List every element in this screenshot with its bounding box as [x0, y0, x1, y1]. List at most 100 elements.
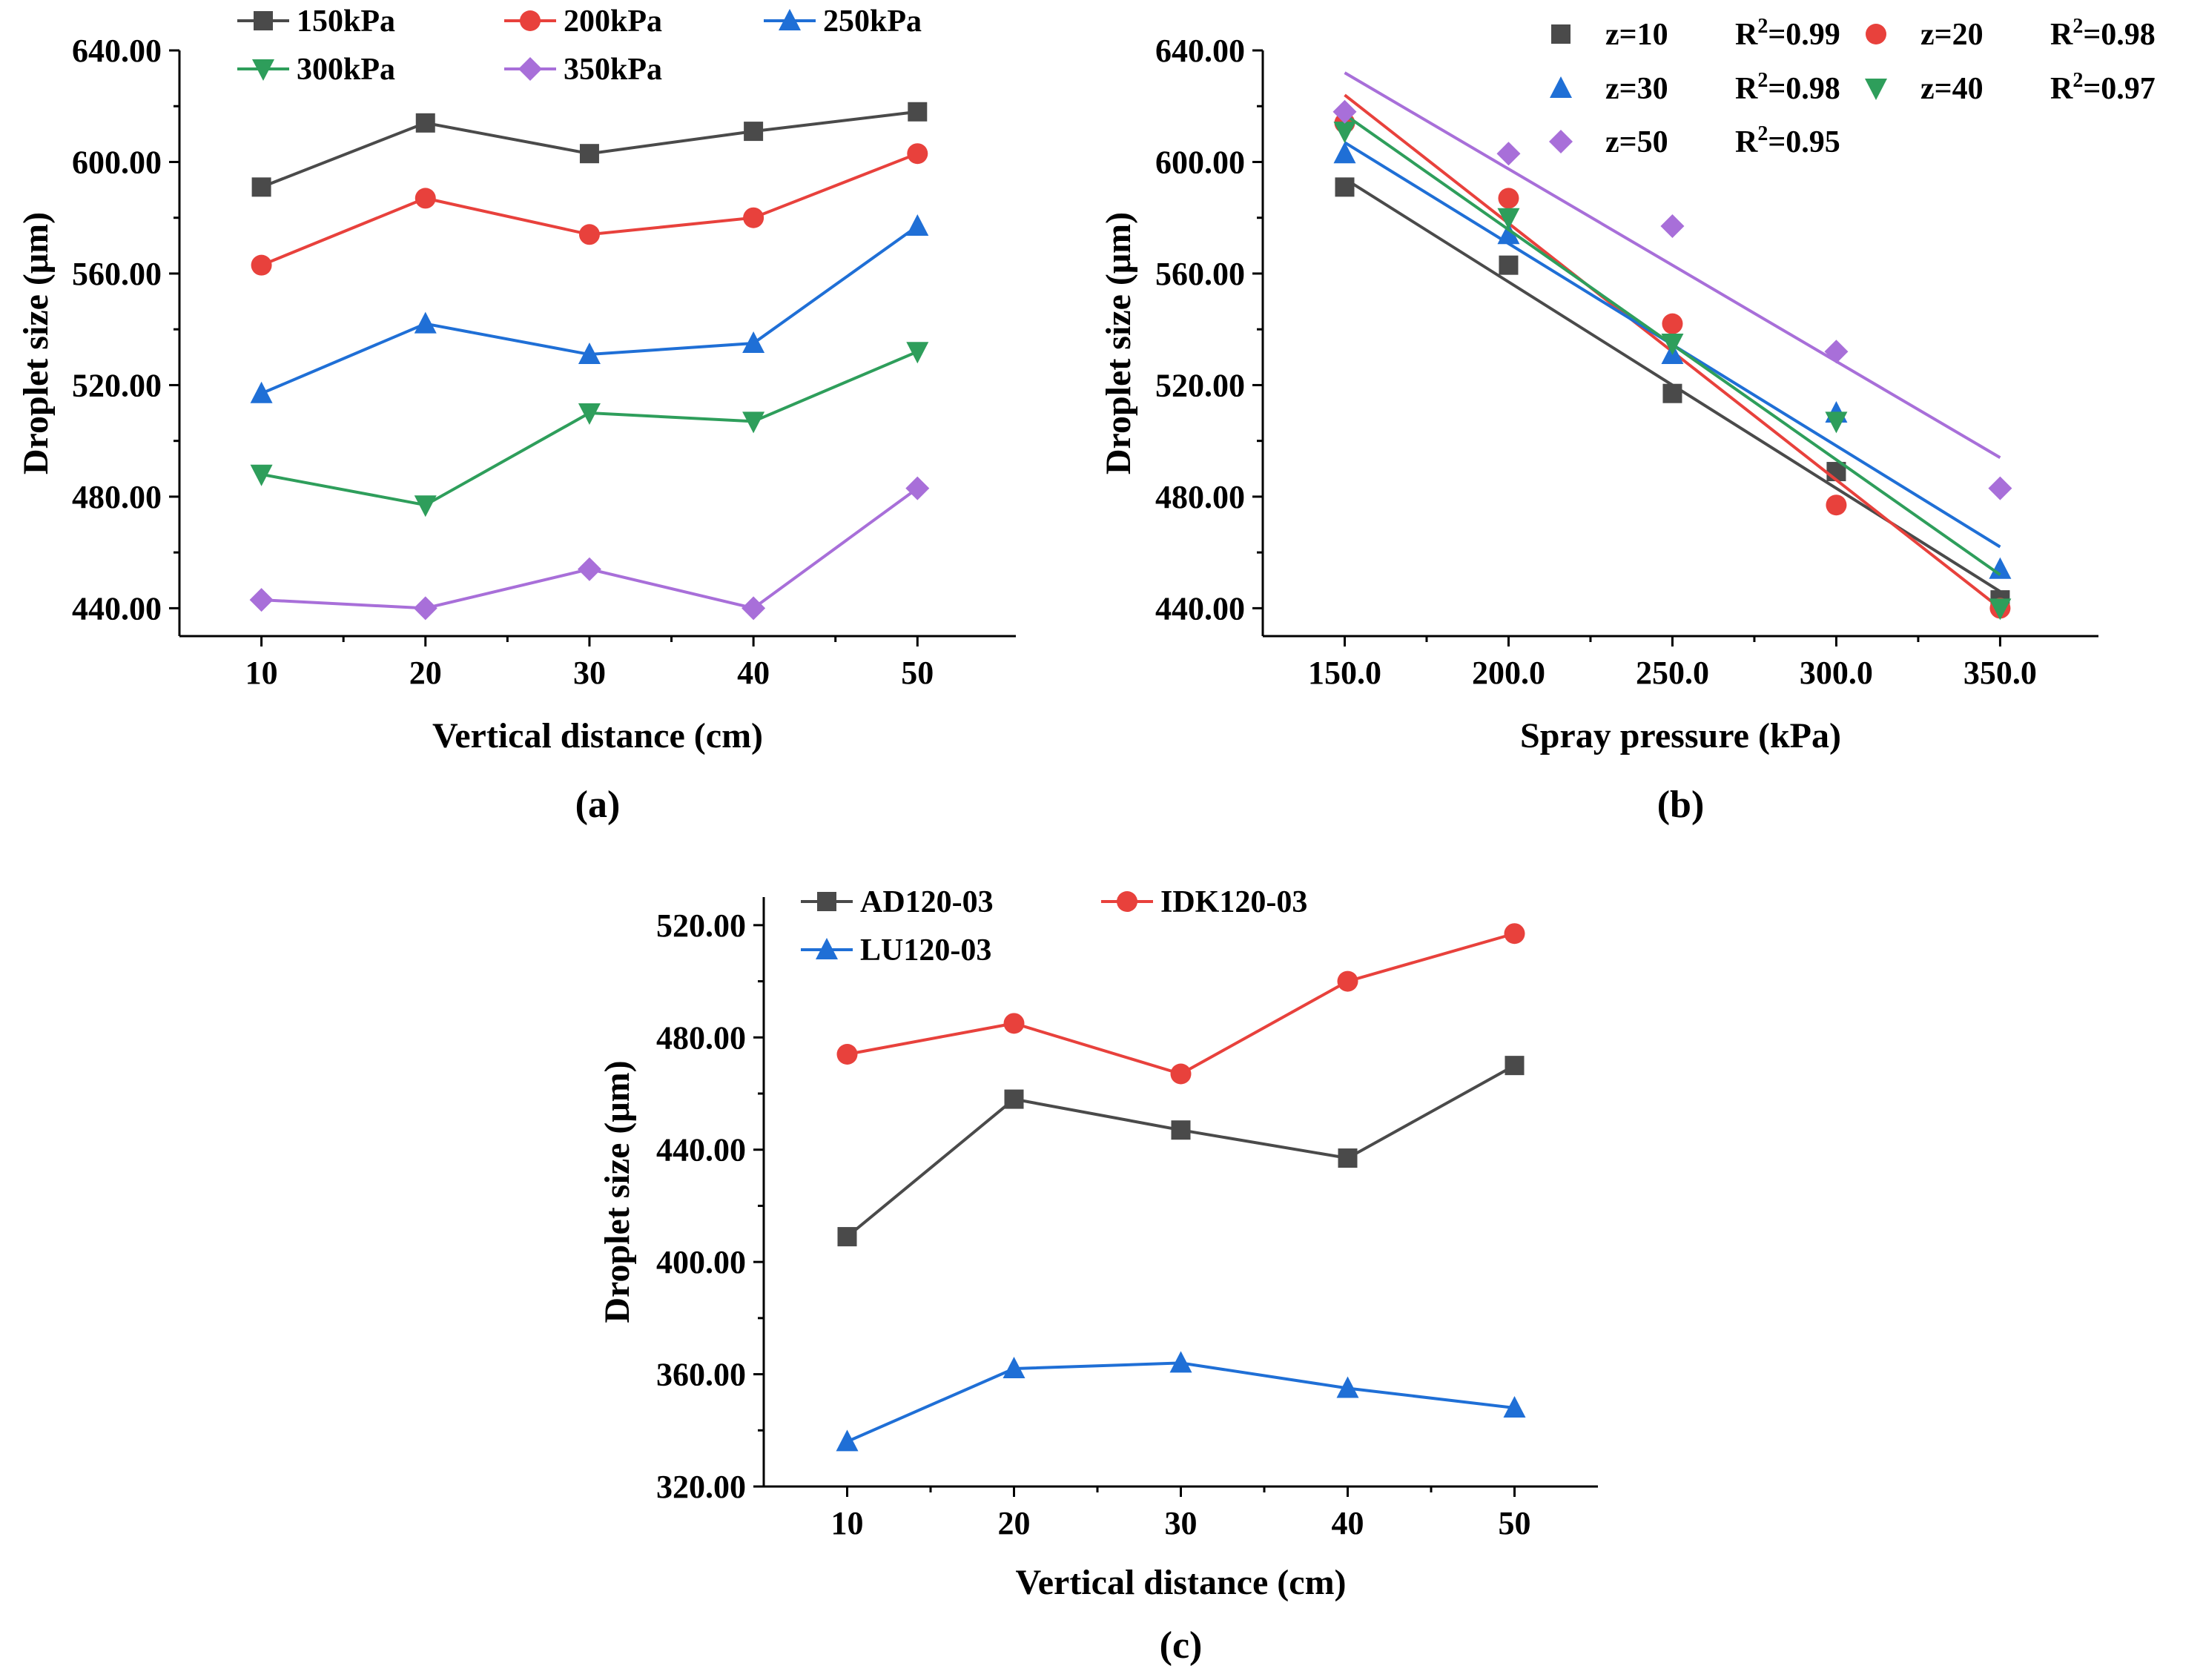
data-point — [906, 342, 929, 364]
y-tick-label: 600.00 — [72, 144, 162, 180]
data-point — [1170, 1063, 1192, 1085]
panel-c: 320.00 360.00 400.00 440.00 480.00 520.00 10 20… — [598, 885, 1598, 1667]
series-line — [846, 1361, 1515, 1443]
legend-entry: 300kPa — [237, 53, 395, 87]
y-tick-label: 520.00 — [1155, 367, 1245, 403]
data-point — [1825, 411, 1848, 434]
x-tick-label: 250.0 — [1636, 655, 1709, 691]
legend-label: 300kPa — [297, 53, 395, 87]
legend-label: z=30 — [1605, 72, 1668, 106]
x-tick-label: 30 — [573, 655, 606, 691]
data-point — [905, 476, 930, 500]
legend-entry: LU120-03 — [801, 933, 991, 968]
data-point — [1826, 495, 1847, 516]
legend-marker — [816, 938, 838, 959]
data-point — [250, 381, 273, 403]
data-point — [1333, 122, 1356, 144]
series-250kpa — [250, 214, 929, 403]
legend-entry: z=20 R2=0.98 — [1866, 15, 2156, 52]
r2-symbol: R — [2050, 18, 2073, 52]
r2-value: =0.98 — [1768, 72, 1840, 106]
data-point — [578, 403, 601, 426]
x-tick-label: 200.0 — [1472, 655, 1545, 691]
x-tick-label: 150.0 — [1308, 655, 1381, 691]
r2-symbol: R — [1735, 125, 1758, 159]
legend-marker — [1865, 79, 1887, 100]
series-z-40 — [1333, 113, 2012, 621]
series-ad120-03 — [837, 1056, 1525, 1247]
r2-value: =0.98 — [2083, 18, 2155, 52]
data-point — [742, 331, 765, 353]
data-point — [251, 177, 271, 197]
legend-marker — [254, 11, 273, 30]
data-point — [1989, 598, 2012, 621]
x-tick-label: 350.0 — [1963, 655, 2037, 691]
legend-label: z=10 — [1605, 18, 1668, 52]
data-point — [742, 596, 766, 621]
x-tick-label: 50 — [1499, 1505, 1531, 1541]
data-point — [415, 113, 435, 133]
r2-symbol: R — [1735, 72, 1758, 106]
data-point — [1336, 1376, 1359, 1398]
data-point — [1989, 557, 2012, 579]
legend-entry: z=50 R2=0.95 — [1549, 122, 1840, 159]
legend-r2-label: R2=0.95 — [1735, 122, 1840, 159]
series-line — [261, 350, 919, 507]
legend-entry: z=10 R2=0.99 — [1551, 15, 1840, 52]
series-z-50 — [1332, 71, 2012, 500]
data-point — [414, 188, 436, 209]
legend-label: 250kPa — [823, 4, 922, 39]
y-tick-label: 440.00 — [1155, 590, 1245, 626]
series-z-10 — [1335, 177, 2010, 610]
x-tick-label: 40 — [737, 655, 770, 691]
legend-marker — [518, 57, 542, 81]
legend-entry: AD120-03 — [801, 885, 994, 919]
r2-superscript: 2 — [1757, 122, 1768, 145]
legend-marker — [1117, 891, 1137, 912]
data-point — [907, 143, 928, 165]
panel-label: (c) — [1160, 1624, 1203, 1667]
data-point — [250, 464, 273, 486]
legend-label: 200kPa — [564, 4, 662, 39]
data-point — [742, 411, 765, 434]
y-tick-label: 560.00 — [72, 256, 162, 292]
legend-entry: 350kPa — [504, 53, 662, 87]
x-tick-label: 10 — [245, 655, 278, 691]
y-tick-label: 640.00 — [72, 33, 162, 69]
y-tick-label: 600.00 — [1155, 144, 1245, 180]
data-point — [836, 1429, 859, 1452]
data-point — [908, 102, 928, 122]
legend-entry: z=40 R2=0.97 — [1865, 69, 2156, 106]
y-tick-label: 480.00 — [72, 479, 162, 515]
legend-label: z=20 — [1920, 18, 1984, 52]
data-point — [1504, 923, 1525, 945]
data-point — [1496, 142, 1521, 166]
legend-entry: IDK120-03 — [1101, 885, 1307, 919]
data-point — [1497, 208, 1520, 230]
y-tick-label: 440.00 — [72, 590, 162, 626]
x-tick-label: 10 — [831, 1505, 864, 1541]
y-axis-title: Droplet size (μm) — [16, 212, 56, 474]
y-tick-label: 640.00 — [1155, 33, 1245, 69]
legend-entry: 250kPa — [764, 4, 922, 39]
data-point — [1503, 1396, 1526, 1418]
legend-label: z=50 — [1605, 125, 1668, 159]
legend-r2-label: R2=0.99 — [1735, 15, 1840, 52]
series-lu120-03 — [836, 1351, 1526, 1452]
x-axis-title: Spray pressure (kPa) — [1520, 716, 1841, 755]
x-tick-label: 40 — [1332, 1505, 1364, 1541]
data-point — [1169, 1351, 1192, 1373]
panel-label: (b) — [1657, 784, 1705, 826]
legend-label: 350kPa — [564, 53, 662, 87]
data-point — [1337, 970, 1358, 992]
data-point — [579, 144, 599, 164]
data-point — [1662, 313, 1683, 334]
legend-r2-label: R2=0.97 — [2050, 69, 2156, 106]
r2-value: =0.95 — [1768, 125, 1840, 159]
y-tick-label: 520.00 — [72, 367, 162, 403]
data-point — [1003, 1013, 1025, 1034]
data-point — [1332, 99, 1357, 124]
legend-marker — [1550, 76, 1572, 98]
panel-label: (a) — [575, 784, 621, 826]
